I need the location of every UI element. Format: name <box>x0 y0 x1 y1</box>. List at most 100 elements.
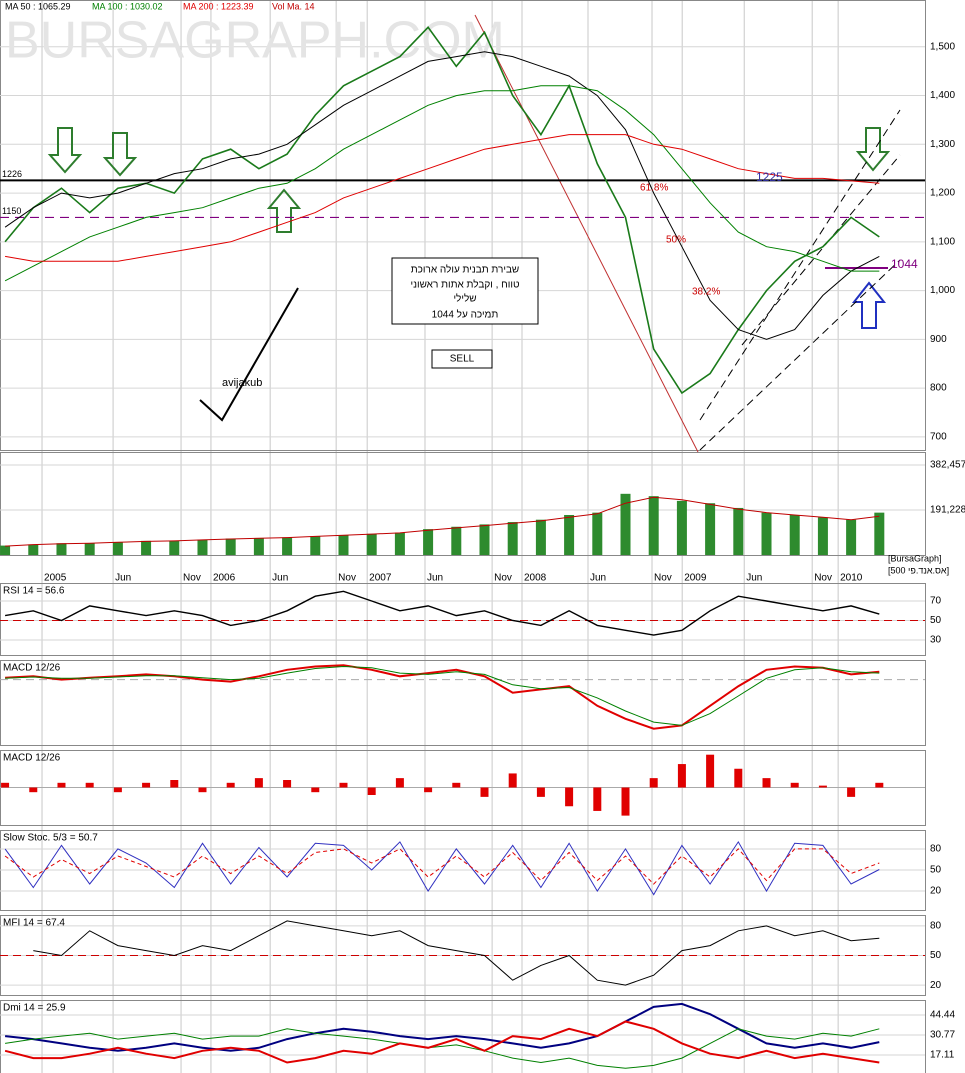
panel-title: Dmi 14 = 25.9 <box>3 1003 66 1014</box>
y-tick-label: 80 <box>930 844 942 855</box>
bar <box>480 787 489 797</box>
arrow-down <box>855 127 891 172</box>
bar <box>84 543 95 555</box>
bar <box>0 545 11 555</box>
annotation: 50% <box>666 235 686 246</box>
panel-frame <box>0 0 926 451</box>
bar <box>649 778 658 788</box>
note-box <box>391 257 539 325</box>
panel-frame <box>0 452 926 556</box>
bar <box>253 538 264 555</box>
x-tick-label: 2008 <box>524 573 547 584</box>
signature: avijakub <box>222 377 262 389</box>
bar <box>677 764 686 788</box>
series-line <box>5 665 880 726</box>
x-tick-label: Jun <box>115 573 131 584</box>
bar <box>790 782 799 788</box>
arrow-up <box>266 188 302 233</box>
bar <box>592 512 603 555</box>
bar <box>56 543 67 555</box>
y-tick-label: 80 <box>930 921 942 932</box>
annotation: 1225 <box>756 170 783 184</box>
fib-line <box>474 14 699 453</box>
bar <box>395 778 404 788</box>
bar <box>508 773 517 788</box>
bar <box>142 782 151 788</box>
level-label: 1226 <box>2 169 22 179</box>
legend-entry: Vol Ma. 14 <box>272 1 315 11</box>
arrow-down <box>102 132 138 177</box>
note-line: תמיכה על 1044 <box>432 309 499 321</box>
y-tick-label: 70 <box>930 596 942 607</box>
panel-title: Slow Stoc. 5/3 = 50.7 <box>3 833 98 844</box>
bar <box>170 780 179 788</box>
y-tick-label: 900 <box>930 334 947 345</box>
sell-box <box>431 349 493 369</box>
bar <box>874 512 885 555</box>
bar <box>141 540 152 555</box>
panel-title: MACD 12/26 <box>3 753 61 764</box>
bar <box>225 538 236 555</box>
bar <box>28 544 39 555</box>
y-tick-label: 20 <box>930 886 942 897</box>
bar <box>648 496 659 555</box>
bar <box>593 787 602 811</box>
y-tick-label: 1,000 <box>930 285 955 296</box>
y-tick-label: 44.44 <box>930 1010 955 1021</box>
series-line <box>4 1020 880 1064</box>
y-tick-label: 50 <box>930 615 942 626</box>
level-label: 1150 <box>2 206 21 216</box>
bar <box>734 768 743 788</box>
bar <box>226 782 235 788</box>
series-line <box>4 848 880 885</box>
watermark: BURSAGRAPH.COM <box>5 12 505 70</box>
bar <box>254 778 263 788</box>
bar <box>283 780 292 788</box>
y-tick-label: 1,200 <box>930 188 955 199</box>
bar <box>198 787 207 793</box>
y-tick-label: 382,457 <box>930 460 965 471</box>
bar <box>451 526 462 555</box>
bar <box>1 782 10 788</box>
x-tick-label: Jun <box>746 573 762 584</box>
bar <box>621 787 630 816</box>
bar <box>57 782 66 788</box>
series-line <box>4 51 880 340</box>
arrow-up <box>851 281 887 329</box>
x-tick-label: 2007 <box>369 573 392 584</box>
bar <box>29 787 38 793</box>
panel-title: RSI 14 = 56.6 <box>3 586 65 597</box>
bar <box>875 782 884 788</box>
note-line: שלילי <box>453 293 476 305</box>
bar <box>394 532 405 555</box>
legend-entry: MA 50 : 1065.29 <box>5 1 71 11</box>
bar <box>112 542 123 555</box>
x-tick-label: 2005 <box>44 573 67 584</box>
bar <box>423 529 434 555</box>
channel-line <box>741 154 901 346</box>
sell-label: SELL <box>450 354 475 365</box>
series-line <box>5 134 880 262</box>
note-line: טווח , וקבלת אתות ראשוני <box>411 279 520 291</box>
bar <box>818 785 827 788</box>
bar <box>310 536 321 555</box>
bar <box>282 537 293 555</box>
bar <box>847 787 856 797</box>
volume-label: [אס.אנד.פי 500] <box>888 565 949 575</box>
panel-frame <box>0 660 926 746</box>
y-tick-label: 50 <box>930 865 942 876</box>
bar <box>536 787 545 797</box>
bar <box>85 782 94 788</box>
bar <box>676 500 687 555</box>
series-line <box>33 920 880 986</box>
y-tick-label: 17.11 <box>930 1050 955 1061</box>
y-tick-label: 1,500 <box>930 41 955 52</box>
bar <box>311 787 320 793</box>
panel-frame <box>0 1000 926 1073</box>
bar <box>564 514 575 555</box>
y-tick-label: 1,400 <box>930 90 955 101</box>
bar <box>339 782 348 788</box>
bar <box>761 512 772 555</box>
arrow-down <box>47 127 83 174</box>
